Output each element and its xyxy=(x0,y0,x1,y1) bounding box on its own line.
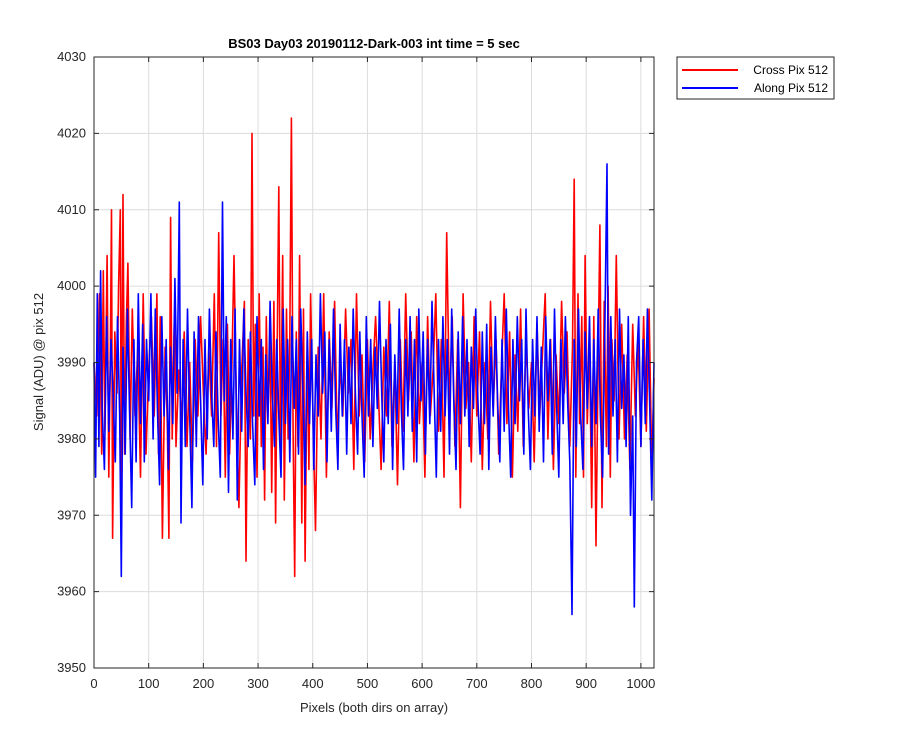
y-tick-label: 4030 xyxy=(57,49,86,64)
series-line-along-pix-512 xyxy=(93,163,655,616)
x-tick-label: 200 xyxy=(193,676,215,691)
y-tick-label: 3990 xyxy=(57,355,86,370)
chart-title: BS03 Day03 20190112-Dark-003 int time = … xyxy=(228,36,520,51)
x-tick-label: 300 xyxy=(247,676,269,691)
x-tick-label: 400 xyxy=(302,676,324,691)
legend-label-along: Along Pix 512 xyxy=(754,81,828,95)
x-tick-label: 600 xyxy=(411,676,433,691)
y-tick-label: 3960 xyxy=(57,584,86,599)
y-tick-label: 4020 xyxy=(57,125,86,140)
y-axis-label: Signal (ADU) @ pix 512 xyxy=(31,293,46,431)
x-tick-label: 1000 xyxy=(626,676,655,691)
x-axis-label: Pixels (both dirs on array) xyxy=(300,700,448,715)
y-tick-label: 3980 xyxy=(57,431,86,446)
x-tick-label: 700 xyxy=(466,676,488,691)
x-tick-label: 800 xyxy=(521,676,543,691)
y-tick-label: 3970 xyxy=(57,507,86,522)
x-tick-label: 900 xyxy=(575,676,597,691)
x-tick-label: 500 xyxy=(357,676,379,691)
x-tick-label: 0 xyxy=(90,676,97,691)
data-series xyxy=(93,117,655,616)
y-tick-label: 4000 xyxy=(57,278,86,293)
x-tick-label: 100 xyxy=(138,676,160,691)
legend-box xyxy=(676,56,835,100)
y-tick-label: 4010 xyxy=(57,202,86,217)
legend: Cross Pix 512 Along Pix 512 xyxy=(676,56,835,100)
axis-ticks: 0 100 200 300 400 500 600 700 800 900 1000 3950 3960… xyxy=(57,49,655,691)
legend-label-cross: Cross Pix 512 xyxy=(753,63,828,77)
y-tick-label: 3950 xyxy=(57,660,86,675)
